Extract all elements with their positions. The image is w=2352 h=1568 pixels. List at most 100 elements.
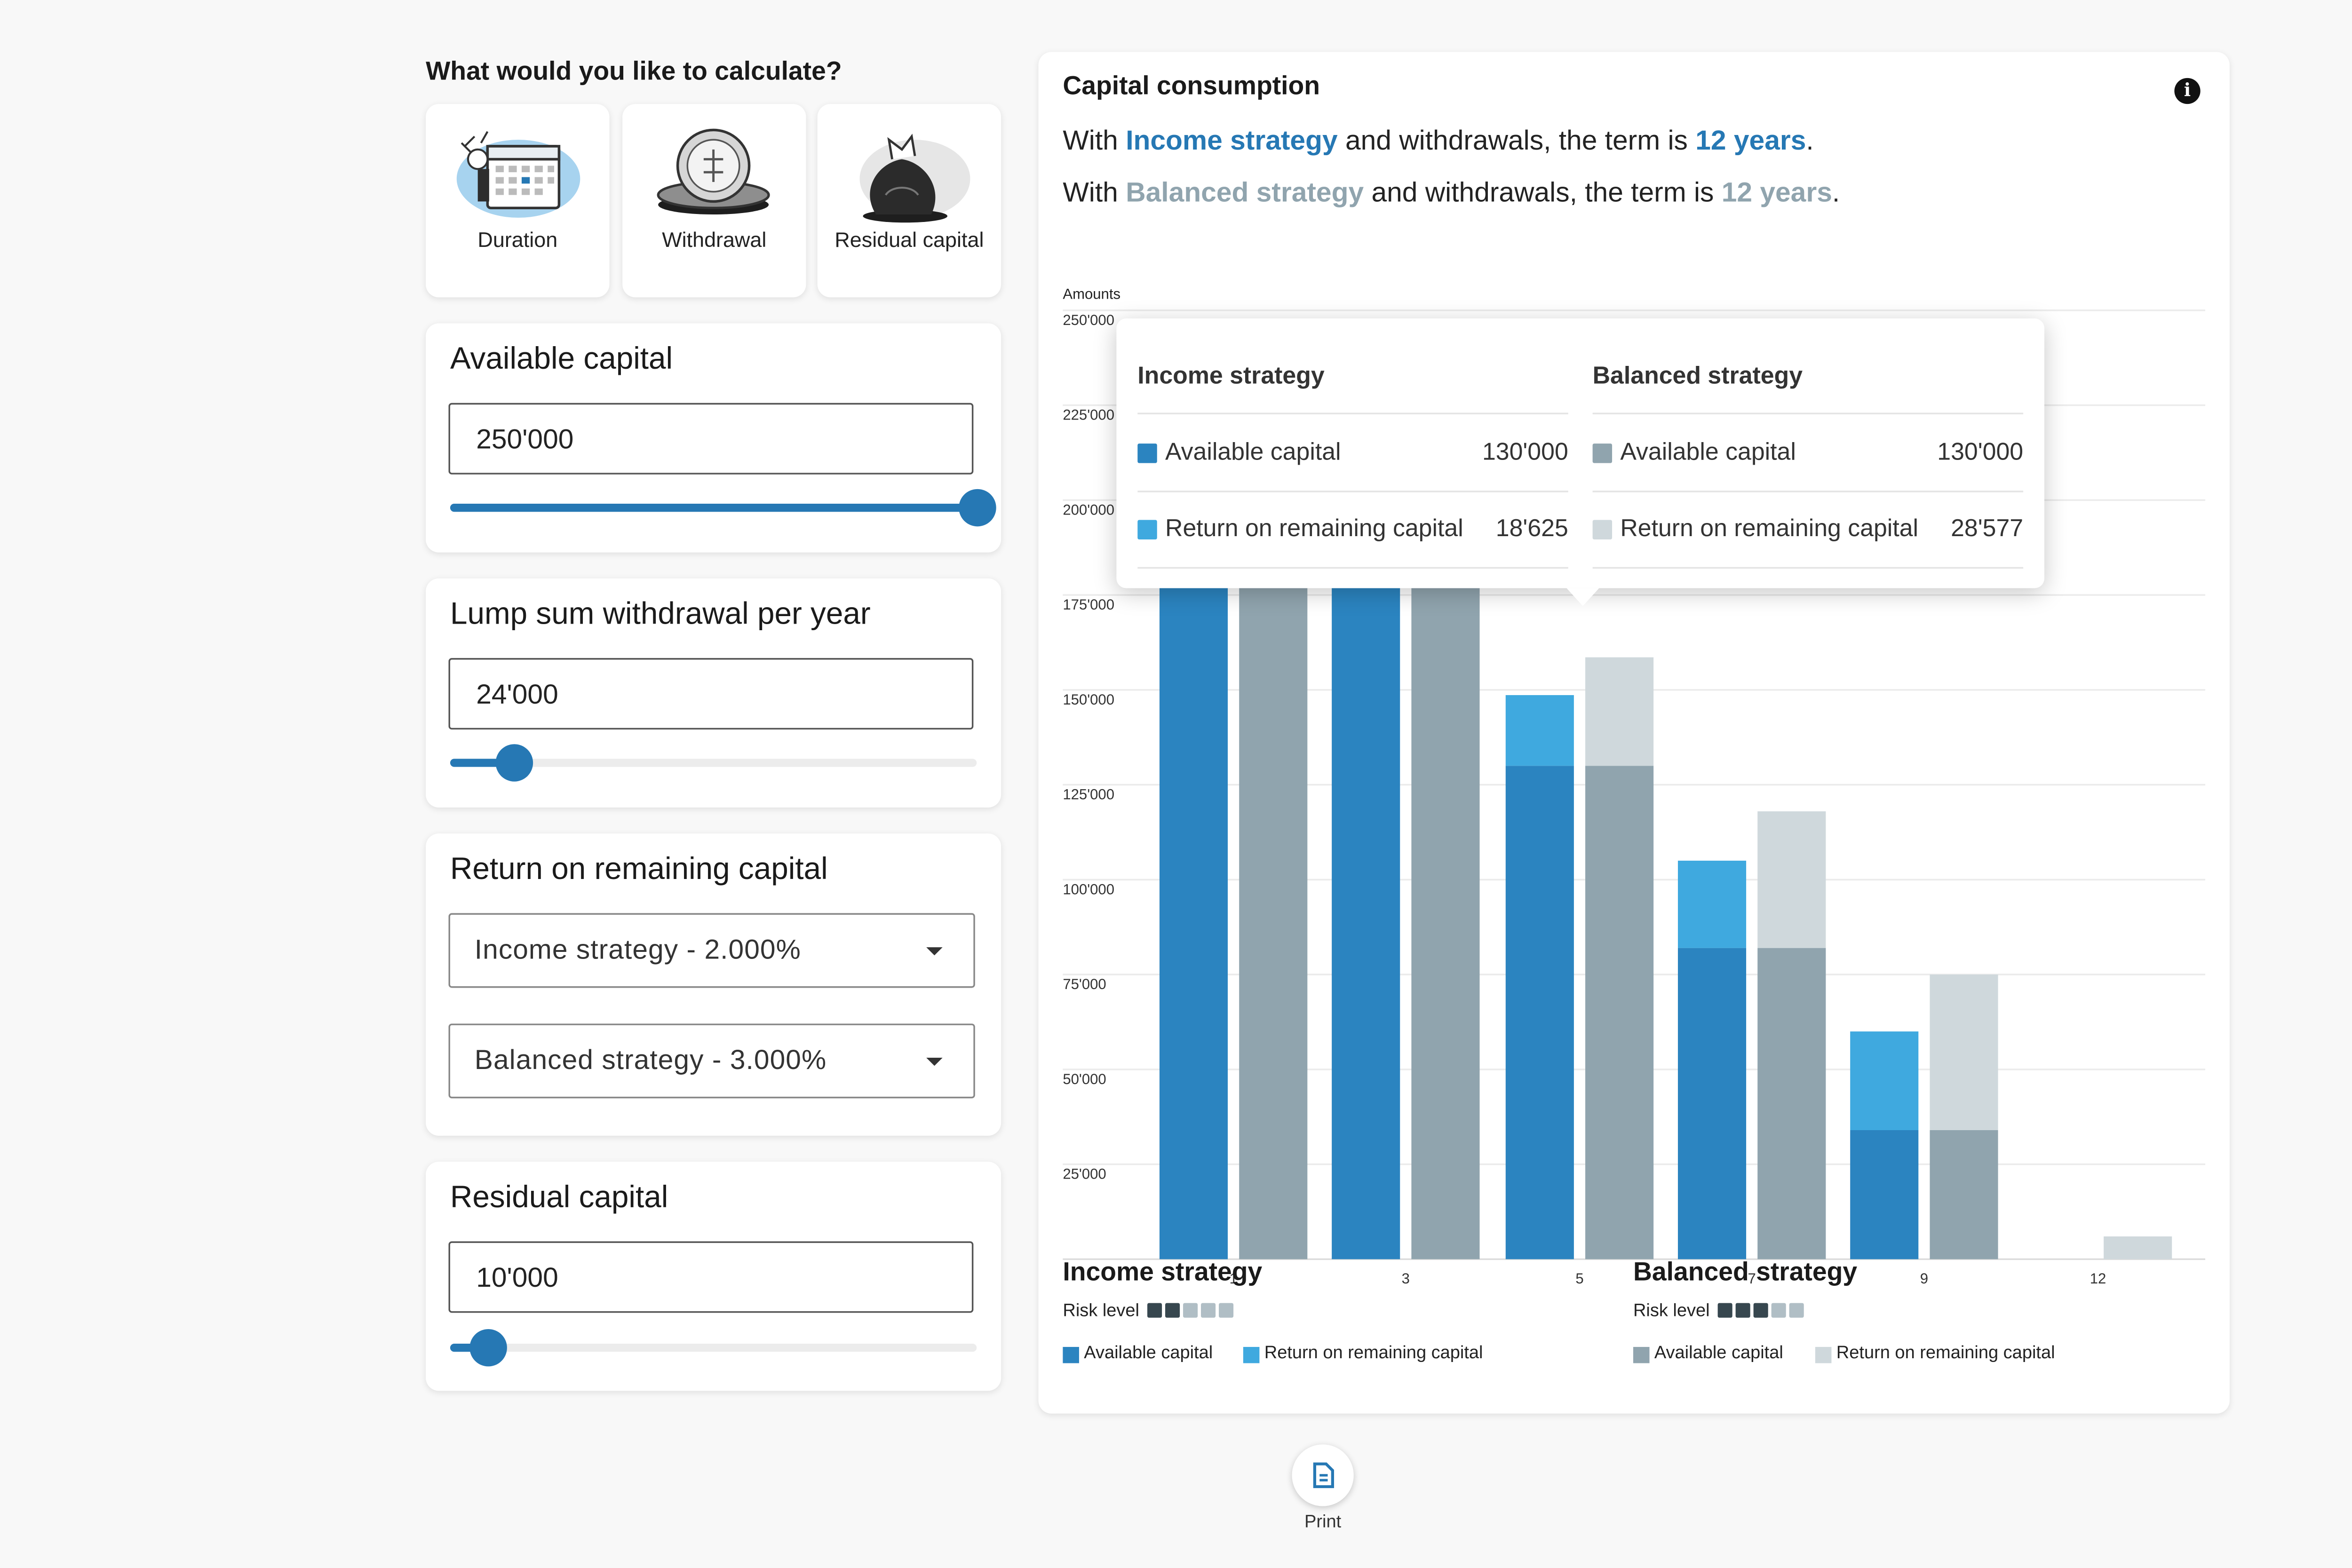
risk-level-square [1147,1303,1162,1318]
risk-level-square [1183,1303,1198,1318]
capital-chart[interactable]: Amounts 25'000 50'000 75'000 100'000 125'000 1… [1039,228,2230,1300]
tooltip-balanced-title: Balanced strategy [1592,362,1803,390]
income-legend-title: Income strategy [1063,1259,1263,1287]
income-strategy-select[interactable]: Income strategy - 2.000% [448,913,975,988]
chart-tooltip: Income strategy Balanced strategy Availa… [1116,318,2045,606]
x-tick-label: 12 [2090,1270,2106,1287]
balanced-term-sentence: With Balanced strategy and withdrawals, … [1063,177,1840,208]
option-label: Withdrawal [662,227,767,252]
balanced-capital-bar [1585,766,1654,1259]
balanced-capital-bar [1930,1130,1998,1259]
print-icon [1313,1462,1334,1489]
balanced-strategy-select[interactable]: Balanced strategy - 3.000% [448,1023,975,1099]
x-tick-label: 9 [1920,1270,1928,1287]
tooltip-swatch [1137,520,1157,539]
tooltip-arrow [1566,588,1599,606]
tooltip-balanced-return-label: Return on remaining capital [1620,515,1919,543]
legend-swatch [1815,1346,1832,1363]
tooltip-swatch [1137,443,1157,463]
residual-capital-panel: Residual capital 10'000 [426,1162,1001,1391]
income-risk-label: Risk level [1063,1301,1140,1321]
y-tick-label: 200'000 [1063,501,1114,518]
tooltip-swatch [1592,443,1613,463]
risk-level-square [1717,1303,1732,1318]
x-tick-label: 5 [1575,1270,1583,1287]
tooltip-swatch [1592,520,1613,539]
available-capital-panel: Available capital 250'000 [426,323,1001,553]
return-panel: Return on remaining capital Income strat… [426,833,1001,1136]
tooltip-income-return-label: Return on remaining capital [1165,515,1463,543]
balanced-capital-bar [1411,576,1480,1259]
tooltip-balanced-return-value: 28'577 [1951,515,2024,543]
income-legend-return: Return on remaining capital [1264,1344,1483,1363]
chevron-down-icon [926,1058,943,1066]
option-label: Residual capital [834,227,984,252]
y-tick-label: 225'000 [1063,407,1114,423]
available-capital-title: Available capital [450,342,673,377]
balanced-return-bar [1585,657,1654,766]
risk-level-square [1753,1303,1768,1318]
y-axis-label: Amounts [1063,286,1120,302]
balanced-legend-capital: Available capital [1654,1344,1783,1363]
available-capital-slider[interactable] [450,489,996,527]
chart-title: Capital consumption [1063,73,1320,101]
select-value: Income strategy - 2.000% [474,934,801,966]
tooltip-balanced-capital-label: Available capital [1620,438,1796,467]
legend-swatch [1633,1346,1650,1363]
print-label: Print [1304,1513,1342,1532]
tooltip-income-return-value: 18'625 [1495,515,1568,543]
risk-level-square [1219,1303,1234,1318]
legend-swatch [1243,1346,1260,1363]
y-tick-label: 125'000 [1063,786,1114,803]
risk-level-square [1771,1303,1786,1318]
y-tick-label: 50'000 [1063,1071,1106,1087]
option-duration[interactable]: Duration [426,104,610,298]
withdrawal-slider[interactable] [450,744,977,782]
withdrawal-input[interactable]: 24'000 [448,658,974,730]
balanced-legend-title: Balanced strategy [1633,1259,1858,1287]
balanced-legend-return: Return on remaining capital [1836,1344,2055,1363]
y-tick-label: 150'000 [1063,691,1114,708]
x-tick-label: 3 [1402,1270,1410,1287]
y-tick-label: 25'000 [1063,1166,1106,1182]
option-label: Duration [477,227,558,252]
residual-capital-title: Residual capital [450,1181,668,1216]
residual-capital-input[interactable]: 10'000 [448,1241,974,1313]
calculate-question: What would you like to calculate? [426,58,842,87]
risk-level-square [1789,1303,1804,1318]
balanced-capital-bar [1757,948,1826,1259]
withdrawal-title: Lump sum withdrawal per year [450,598,871,632]
return-title: Return on remaining capital [450,853,828,887]
risk-level-square [1165,1303,1180,1318]
slider-thumb[interactable] [959,489,996,527]
option-withdrawal[interactable]: Withdrawal [622,104,806,298]
balanced-capital-bar [1239,576,1308,1259]
tooltip-income-capital-label: Available capital [1165,438,1341,467]
risk-level-square [1735,1303,1750,1318]
select-value: Balanced strategy - 3.000% [474,1045,827,1076]
legend-swatch [1063,1346,1079,1363]
calendar-icon [456,131,580,218]
slider-thumb[interactable] [469,1329,507,1367]
slider-thumb[interactable] [495,744,533,782]
tooltip-income-title: Income strategy [1137,362,1325,390]
income-capital-bar [1332,576,1400,1259]
balanced-return-bar [2104,1236,2172,1259]
available-capital-input[interactable]: 250'000 [448,403,974,475]
coin-icon [657,128,770,215]
x-tick-label: 7 [1748,1270,1756,1287]
x-tick-label: 1 [1229,1270,1237,1287]
info-icon[interactable]: i [2174,78,2201,104]
income-return-bar [1677,861,1747,948]
residual-capital-slider[interactable] [450,1329,977,1367]
income-return-bar [1505,695,1574,766]
income-capital-bar [1850,1130,1919,1259]
y-tick-label: 175'000 [1063,596,1114,613]
option-residual-capital[interactable]: Residual capital [817,104,1001,298]
print-button[interactable] [1292,1444,1354,1506]
balanced-risk-label: Risk level [1633,1301,1710,1321]
balanced-return-bar [1930,974,1998,1131]
y-tick-label: 100'000 [1063,881,1114,897]
income-capital-bar [1505,766,1574,1259]
capital-consumption-card: Capital consumption i With Income strate… [1038,52,2230,1414]
